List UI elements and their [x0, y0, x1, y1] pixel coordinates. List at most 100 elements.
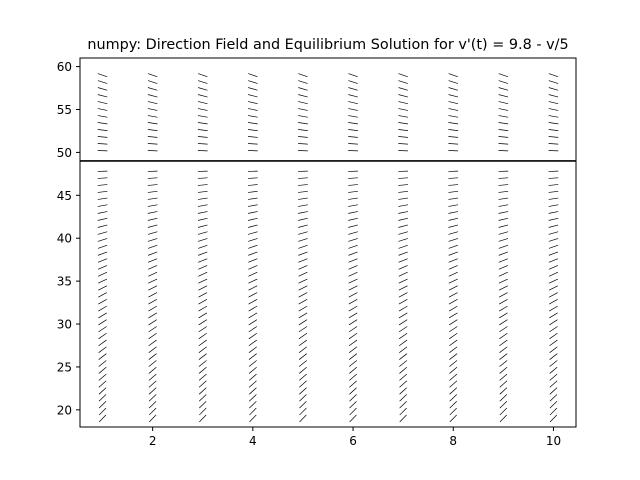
direction-arrow: [148, 360, 157, 367]
direction-arrow: [399, 360, 408, 367]
direction-arrow: [348, 333, 358, 340]
direction-arrow: [348, 244, 358, 249]
direction-arrow: [147, 136, 158, 138]
direction-arrow: [147, 80, 158, 84]
direction-arrow: [97, 115, 108, 118]
direction-arrow: [449, 407, 457, 416]
direction-arrow: [448, 184, 459, 186]
direction-arrow: [398, 136, 409, 138]
direction-arrow: [97, 204, 108, 207]
direction-arrow: [249, 401, 257, 409]
direction-arrow: [399, 339, 408, 346]
direction-arrow: [549, 326, 558, 333]
direction-arrow: [398, 251, 408, 256]
direction-arrow: [498, 285, 508, 291]
direction-arrow: [448, 94, 459, 98]
direction-arrow: [549, 380, 558, 388]
direction-arrow: [398, 177, 409, 179]
direction-arrow: [248, 285, 258, 291]
direction-arrow: [148, 333, 157, 340]
direction-arrow: [249, 414, 257, 423]
direction-arrow: [298, 231, 308, 235]
direction-arrow: [349, 394, 357, 402]
direction-arrow: [248, 367, 257, 374]
direction-arrow: [248, 346, 257, 353]
direction-arrow: [498, 258, 508, 263]
direction-arrow: [499, 414, 507, 423]
direction-arrow: [248, 101, 258, 105]
direction-arrow: [298, 204, 308, 207]
direction-arrow: [248, 339, 257, 346]
direction-arrow: [199, 401, 207, 409]
direction-arrow: [98, 319, 107, 326]
x-tick-label: 8: [449, 434, 457, 448]
direction-arrow: [399, 414, 407, 423]
direction-arrow: [449, 339, 458, 346]
direction-arrow: [398, 94, 408, 98]
direction-arrow: [97, 238, 108, 242]
direction-arrow: [399, 373, 407, 381]
direction-arrow: [248, 305, 258, 312]
direction-arrow: [198, 353, 207, 360]
direction-arrow: [498, 73, 509, 78]
direction-arrow: [198, 346, 207, 353]
direction-arrow: [449, 414, 457, 423]
direction-arrow: [549, 407, 558, 416]
direction-arrow: [499, 326, 508, 333]
direction-arrow: [448, 278, 458, 284]
direction-arrow: [197, 87, 208, 91]
direction-arrow: [549, 414, 558, 423]
direction-arrow: [448, 292, 458, 298]
direction-arrow: [398, 115, 409, 118]
direction-arrow: [348, 136, 358, 138]
direction-arrow: [549, 367, 558, 374]
direction-arrow: [248, 299, 258, 305]
direction-arrow: [398, 292, 408, 298]
direction-arrow: [248, 80, 258, 84]
y-tick-label: 55: [57, 103, 72, 117]
direction-arrow: [549, 346, 558, 353]
direction-arrow: [298, 292, 308, 298]
direction-arrow: [349, 387, 357, 395]
direction-arrow: [98, 387, 107, 395]
direction-arrow: [198, 339, 207, 346]
direction-arrow: [147, 190, 158, 193]
direction-arrow: [448, 204, 459, 207]
direction-arrow: [98, 346, 107, 353]
direction-arrow: [348, 184, 358, 186]
direction-arrow: [97, 94, 108, 98]
direction-arrow: [98, 305, 107, 312]
direction-arrow: [299, 407, 307, 416]
x-tick-label: 4: [249, 434, 257, 448]
direction-arrow: [98, 360, 107, 367]
direction-arrow: [548, 122, 559, 125]
direction-arrow: [299, 414, 307, 423]
direction-arrow: [148, 285, 158, 291]
direction-arrow: [498, 211, 509, 214]
direction-arrow: [548, 184, 559, 186]
direction-arrow: [248, 258, 258, 263]
direction-arrow: [97, 87, 108, 91]
direction-arrow: [148, 346, 157, 353]
direction-arrow: [348, 319, 358, 326]
direction-arrow: [548, 272, 559, 277]
direction-arrow: [198, 292, 208, 298]
direction-arrow: [197, 217, 208, 221]
y-tick-label: 50: [57, 146, 72, 160]
direction-arrow: [198, 73, 208, 78]
direction-arrow: [97, 211, 108, 214]
direction-arrow: [499, 360, 508, 367]
direction-arrow: [548, 285, 558, 291]
direction-arrow: [198, 333, 207, 340]
direction-arrow: [549, 387, 558, 395]
direction-arrow: [298, 346, 307, 353]
direction-arrow: [248, 265, 258, 270]
direction-arrow: [148, 387, 157, 395]
direction-arrow: [148, 292, 158, 298]
direction-arrow: [348, 278, 358, 284]
direction-arrow: [97, 143, 108, 145]
direction-arrow: [398, 197, 409, 200]
direction-arrow: [147, 231, 158, 235]
direction-arrow: [498, 115, 509, 118]
direction-arrow: [147, 73, 158, 78]
